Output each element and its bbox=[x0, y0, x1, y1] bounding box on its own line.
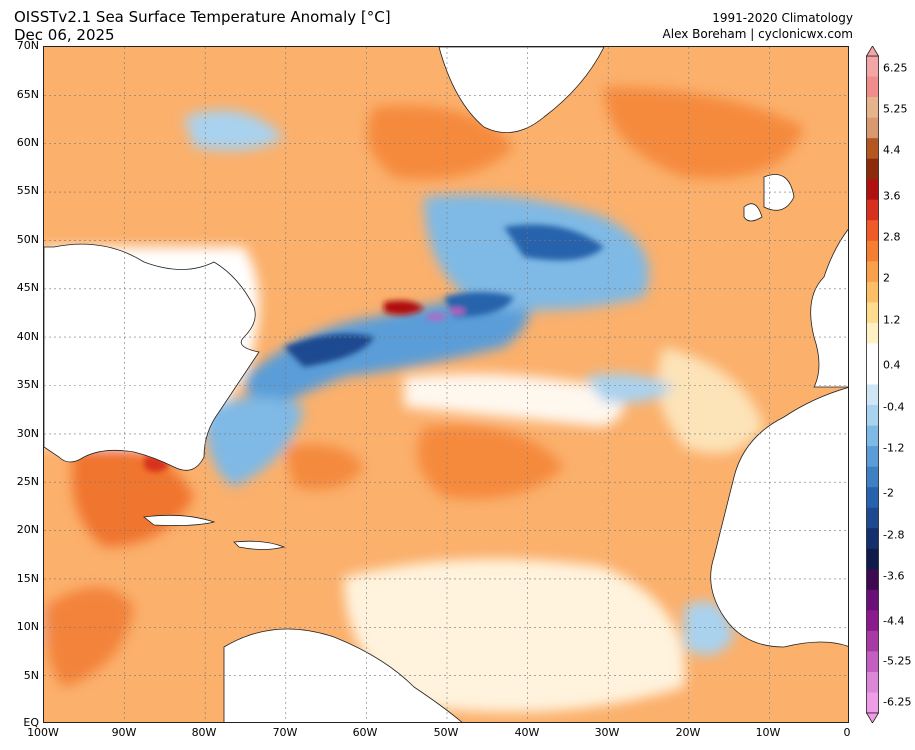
colorbar-cell bbox=[866, 97, 879, 118]
colorbar-label: -3.6 bbox=[883, 569, 905, 583]
colorbar-cell bbox=[866, 302, 879, 324]
chart-title: OISSTv2.1 Sea Surface Temperature Anomal… bbox=[14, 8, 391, 44]
colorbar-cell bbox=[866, 179, 879, 201]
colorbar-cell bbox=[866, 76, 879, 98]
colorbar-label: 3.6 bbox=[883, 189, 901, 203]
colorbar-cell bbox=[866, 589, 879, 611]
colorbar-cell bbox=[866, 158, 879, 180]
title-line-1: OISSTv2.1 Sea Surface Temperature Anomal… bbox=[14, 8, 391, 26]
colorbar-cell bbox=[866, 138, 879, 159]
colorbar-label: -2.8 bbox=[883, 528, 905, 542]
colorbar-label: -5.25 bbox=[883, 654, 912, 668]
lat-label: 60N bbox=[16, 136, 39, 149]
lon-label: 10W bbox=[755, 726, 781, 739]
lat-label: 55N bbox=[16, 184, 39, 197]
colorbar-cell bbox=[866, 671, 879, 693]
lat-label: 25N bbox=[16, 475, 39, 488]
lon-label: 100W bbox=[27, 726, 59, 739]
lon-label: 80W bbox=[191, 726, 217, 739]
colorbar bbox=[866, 46, 879, 723]
lat-label: 45N bbox=[16, 281, 39, 294]
lon-label: 50W bbox=[433, 726, 459, 739]
colorbar-cell bbox=[866, 56, 879, 77]
lat-label: 5N bbox=[23, 669, 39, 682]
lat-label: 40N bbox=[16, 330, 39, 343]
colorbar-cell bbox=[866, 610, 879, 632]
colorbar-label: -6.25 bbox=[883, 695, 912, 709]
colorbar-label: 5.25 bbox=[883, 102, 908, 116]
credit-block: 1991-2020 Climatology Alex Boreham | cyc… bbox=[663, 10, 853, 42]
colorbar-cell bbox=[866, 405, 879, 426]
lat-label: 50N bbox=[16, 233, 39, 246]
colorbar-cell bbox=[866, 261, 879, 283]
lon-label: 0 bbox=[843, 726, 851, 739]
colorbar-cell bbox=[866, 199, 879, 221]
lon-label: 20W bbox=[675, 726, 701, 739]
colorbar-cell bbox=[866, 507, 879, 529]
colorbar-label: 6.25 bbox=[883, 61, 908, 75]
colorbar-cell bbox=[866, 384, 879, 406]
colorbar-label: -2 bbox=[883, 486, 894, 500]
sst-anomaly-map bbox=[43, 46, 849, 723]
colorbar-label: -1.2 bbox=[883, 441, 905, 455]
colorbar-cell bbox=[866, 322, 879, 344]
colorbar-label: 4.4 bbox=[883, 143, 901, 157]
colorbar-max-arrow bbox=[866, 46, 879, 57]
colorbar-label: 2 bbox=[883, 271, 890, 285]
lat-label: 15N bbox=[16, 572, 39, 585]
colorbar-cell bbox=[866, 117, 879, 139]
lat-label: EQ bbox=[23, 716, 39, 729]
colorbar-min-arrow bbox=[866, 712, 879, 723]
colorbar-cell bbox=[866, 569, 879, 591]
colorbar-label: 1.2 bbox=[883, 313, 901, 327]
colorbar-label: 2.8 bbox=[883, 230, 901, 244]
colorbar-cell bbox=[866, 692, 879, 714]
title-date: Dec 06, 2025 bbox=[14, 26, 115, 44]
colorbar-cell bbox=[866, 446, 879, 467]
colorbar-cell bbox=[866, 281, 879, 303]
colorbar-cell bbox=[866, 343, 879, 365]
lon-label: 40W bbox=[514, 726, 540, 739]
colorbar-cell bbox=[866, 466, 879, 488]
lat-label: 65N bbox=[16, 88, 39, 101]
lon-label: 90W bbox=[111, 726, 137, 739]
colorbar-cells bbox=[866, 56, 879, 714]
colorbar-cell bbox=[866, 220, 879, 242]
lon-label: 70W bbox=[272, 726, 298, 739]
lat-label: 20N bbox=[16, 523, 39, 536]
author-credit: Alex Boreham | cyclonicwx.com bbox=[662, 27, 853, 41]
climatology-label: 1991-2020 Climatology bbox=[712, 11, 853, 25]
colorbar-label: -4.4 bbox=[883, 614, 905, 628]
colorbar-label: -0.4 bbox=[883, 400, 905, 414]
colorbar-label: 0.4 bbox=[883, 358, 901, 372]
colorbar-cell bbox=[866, 425, 879, 447]
colorbar-cell bbox=[866, 630, 879, 652]
colorbar-cell bbox=[866, 548, 879, 570]
map-canvas bbox=[44, 47, 848, 722]
lat-label: 70N bbox=[16, 39, 39, 52]
lon-label: 30W bbox=[594, 726, 620, 739]
colorbar-cell bbox=[866, 651, 879, 673]
colorbar-cell bbox=[866, 240, 879, 262]
lat-label: 10N bbox=[16, 620, 39, 633]
lat-label: 35N bbox=[16, 378, 39, 391]
lat-label: 30N bbox=[16, 427, 39, 440]
colorbar-cell bbox=[866, 487, 879, 508]
colorbar-cell bbox=[866, 528, 879, 550]
colorbar-cell bbox=[866, 363, 879, 385]
lon-label: 60W bbox=[352, 726, 378, 739]
